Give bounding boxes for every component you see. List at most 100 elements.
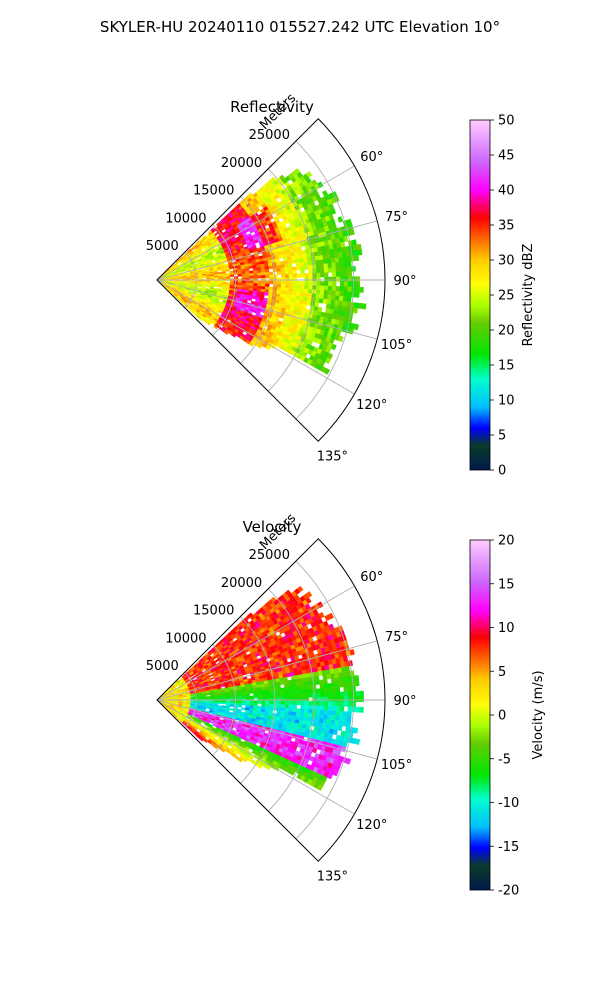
reflectivity-cell	[337, 335, 344, 343]
reflectivity-cell	[299, 261, 305, 267]
velocity-cell	[287, 683, 293, 688]
velocity-cell	[261, 697, 266, 702]
velocity-cell	[326, 673, 332, 680]
reflectivity-cell	[324, 281, 329, 287]
velocity-cell	[304, 697, 309, 702]
reflectivity-cell	[249, 280, 254, 284]
reflectivity-cell	[303, 261, 309, 266]
velocity-cell	[268, 691, 274, 696]
reflectivity-cell	[284, 291, 289, 296]
velocity-cell	[331, 710, 337, 716]
velocity-cell	[304, 689, 309, 694]
velocity-cell	[257, 692, 262, 696]
reflectivity-cell	[323, 290, 329, 296]
reflectivity-cell	[327, 267, 333, 273]
reflectivity-cell	[308, 285, 313, 290]
reflectivity-cell	[288, 287, 293, 293]
velocity-cell	[288, 711, 293, 716]
velocity-cell	[249, 690, 254, 694]
velocity-cell	[327, 705, 333, 711]
reflectivity-cell	[319, 263, 325, 269]
reflectivity-cell	[339, 266, 345, 273]
velocity-cell	[280, 694, 286, 698]
velocity-cell	[299, 712, 305, 717]
velocity-cell	[339, 711, 344, 717]
reflectivity-cell	[343, 276, 349, 282]
colorbar-tick-label: -5	[498, 752, 511, 767]
velocity-cell	[292, 690, 297, 695]
reflectivity-cell	[357, 249, 363, 256]
velocity-cell	[303, 716, 308, 722]
reflectivity-cell	[356, 243, 362, 251]
velocity-cell	[229, 708, 234, 711]
velocity-colorbar-bar	[469, 539, 491, 891]
colorbar-tick-label: -20	[498, 884, 519, 899]
reflectivity-cell	[280, 274, 286, 278]
velocity-cell	[347, 686, 352, 692]
colorbar-tick-label: 50	[498, 114, 515, 129]
colorbar-tick-label: 45	[498, 149, 515, 164]
velocity-cell	[347, 681, 352, 687]
velocity-cell	[338, 715, 344, 722]
velocity-cell	[229, 694, 235, 697]
velocity-cell	[280, 710, 285, 715]
reflectivity-cell	[248, 265, 254, 269]
velocity-cell	[277, 697, 282, 702]
velocity-cell	[307, 680, 313, 686]
reflectivity-cell	[300, 273, 305, 278]
velocity-cell	[296, 686, 301, 691]
reflectivity-cell	[308, 281, 313, 286]
reflectivity-cell	[288, 281, 294, 285]
velocity-cell	[335, 691, 341, 698]
reflectivity-cell	[265, 274, 270, 279]
velocity-cell	[339, 701, 345, 707]
reflectivity-cell	[343, 291, 348, 297]
reflectivity-cell	[308, 273, 313, 278]
velocity-cell	[320, 692, 325, 698]
velocity-grid	[156, 538, 386, 862]
azimuth-tick-label: 105°	[381, 338, 412, 353]
reflectivity-cell	[299, 292, 305, 297]
reflectivity-cell	[229, 274, 235, 277]
reflectivity-cell	[277, 277, 282, 282]
reflectivity-cell	[218, 276, 223, 280]
velocity-cell	[303, 685, 309, 690]
reflectivity-cell	[336, 276, 341, 282]
reflectivity-cell	[257, 269, 262, 274]
reflectivity-cell	[296, 281, 302, 286]
reflectivity-cell	[359, 286, 364, 293]
velocity-cell	[295, 678, 300, 684]
velocity-cell	[334, 715, 340, 721]
velocity-cell	[237, 702, 243, 706]
reflectivity-cell	[264, 269, 270, 273]
velocity-cell	[297, 585, 304, 593]
reflectivity-cell	[253, 280, 258, 284]
reflectivity-cell	[280, 270, 286, 275]
velocity-cell	[335, 682, 340, 688]
reflectivity-cell	[257, 275, 262, 279]
reflectivity-cell	[355, 286, 360, 293]
reflectivity-cell	[245, 280, 250, 284]
reflectivity-cell	[339, 291, 344, 297]
velocity-cell	[342, 655, 349, 663]
reflectivity-cell	[316, 285, 321, 291]
colorbar-tick-label: -15	[498, 840, 519, 855]
velocity-cell	[346, 716, 352, 723]
velocity-cell	[316, 701, 321, 706]
velocity-cell	[220, 747, 226, 753]
reflectivity-cell	[248, 341, 255, 347]
velocity-cell	[316, 688, 321, 694]
velocity-cell	[342, 676, 348, 683]
reflectivity-cell	[339, 281, 345, 287]
reflectivity-cell	[319, 259, 324, 265]
colorbar-tick-label: 25	[498, 289, 515, 304]
reflectivity-cell	[331, 295, 336, 301]
reflectivity-cell	[323, 294, 328, 300]
velocity-cell	[347, 696, 353, 702]
reflectivity-cell	[323, 263, 329, 269]
reflectivity-cell	[210, 277, 215, 280]
sector-outline	[156, 538, 386, 862]
reflectivity-cell	[280, 284, 286, 288]
reflectivity-cell	[339, 261, 344, 268]
